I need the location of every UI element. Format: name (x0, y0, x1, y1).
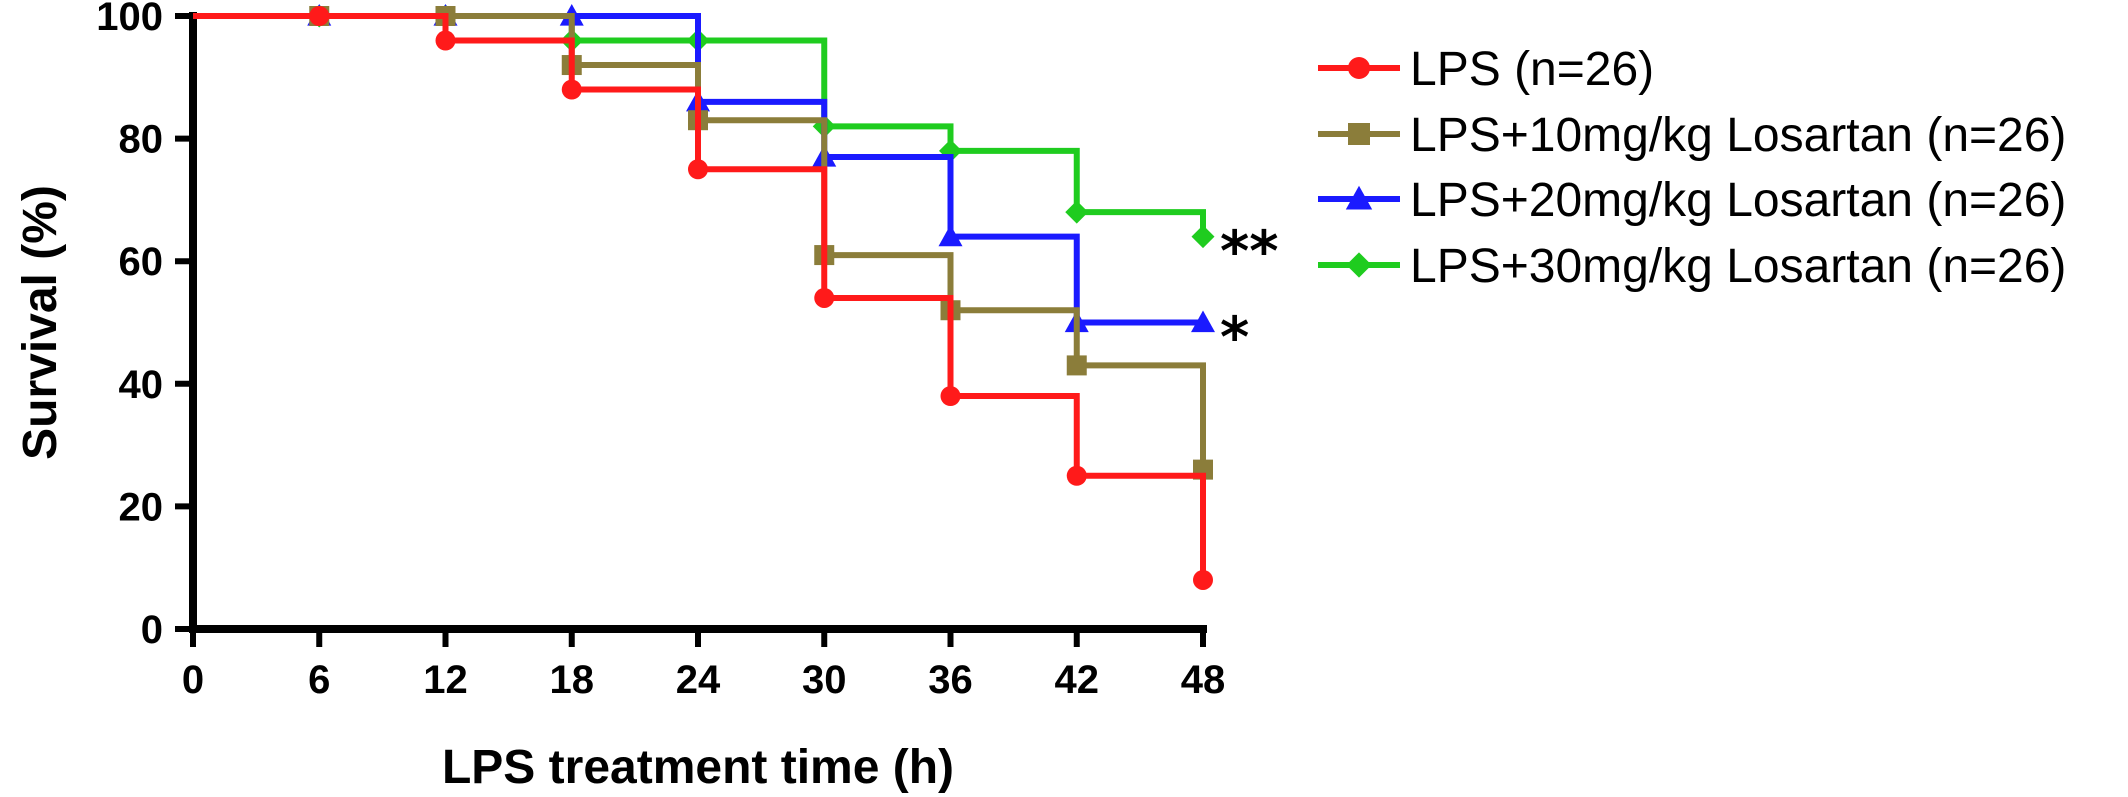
legend: LPS (n=26) LPS+10mg/kg Losartan (n=26) LPS… (1318, 43, 2066, 293)
data-point (1066, 355, 1087, 376)
y-tick-label: 20 (119, 485, 164, 529)
x-tick-label: 6 (308, 658, 330, 702)
series-line (193, 13, 1206, 470)
data-point (1066, 465, 1087, 486)
significance-marker: * (1220, 306, 1249, 371)
x-tick-label: 18 (550, 658, 595, 702)
data-point (940, 386, 961, 407)
x-tick-label: 36 (928, 658, 973, 702)
series-line (193, 13, 1206, 580)
data-point (938, 224, 963, 247)
legend-item-1: LPS+10mg/kg Losartan (n=26) (1318, 109, 2066, 162)
y-tick-label: 60 (119, 240, 164, 284)
data-point (688, 159, 708, 180)
data-point (1065, 200, 1089, 224)
data-point (1191, 310, 1215, 333)
legend-label: LPS+20mg/kg Losartan (n=26) (1410, 174, 2066, 227)
series-3: ** (193, 4, 1279, 285)
y-tick-label: 100 (96, 0, 163, 39)
x-tick-label: 12 (423, 658, 468, 702)
legend-item-2: LPS+20mg/kg Losartan (n=26) (1318, 174, 2066, 227)
legend-swatch-marker (1348, 123, 1370, 145)
data-point (309, 6, 330, 26)
legend-label: LPS+30mg/kg Losartan (n=26) (1410, 240, 2066, 293)
y-axis-title: Survival (%) (14, 185, 67, 460)
legend-swatch-marker (1346, 252, 1372, 278)
legend-item-3: LPS+30mg/kg Losartan (n=26) (1318, 240, 2066, 293)
series-1 (193, 6, 1213, 480)
data-point (561, 79, 582, 100)
y-tick-label: 0 (141, 608, 163, 652)
x-axis-title: LPS treatment time (h) (442, 741, 954, 794)
x-tick-label: 0 (182, 658, 204, 702)
legend-swatch-marker (1348, 57, 1370, 79)
x-tick-label: 24 (676, 658, 721, 702)
significance-marker: ** (1220, 220, 1279, 285)
legend-label: LPS (n=26) (1410, 43, 1654, 96)
data-point (814, 287, 835, 308)
series-2: * (193, 4, 1249, 371)
series-layer: *** (193, 4, 1279, 590)
data-point (1193, 569, 1213, 590)
y-tick-label: 40 (119, 363, 164, 407)
data-point (435, 30, 456, 51)
x-tick-label: 30 (802, 658, 847, 702)
data-point (1191, 225, 1215, 249)
plot-area: 0 6 12 18 24 30 36 42 48 0 20 40 60 80 100 (96, 0, 1225, 702)
x-tick-label: 48 (1181, 658, 1226, 702)
y-tick-label: 80 (119, 118, 164, 162)
legend-swatch-marker (1345, 185, 1373, 210)
legend-item-0: LPS (n=26) (1318, 43, 1654, 96)
legend-label: LPS+10mg/kg Losartan (n=26) (1410, 109, 2066, 162)
x-tick-label: 42 (1055, 658, 1100, 702)
series-0 (193, 6, 1213, 590)
